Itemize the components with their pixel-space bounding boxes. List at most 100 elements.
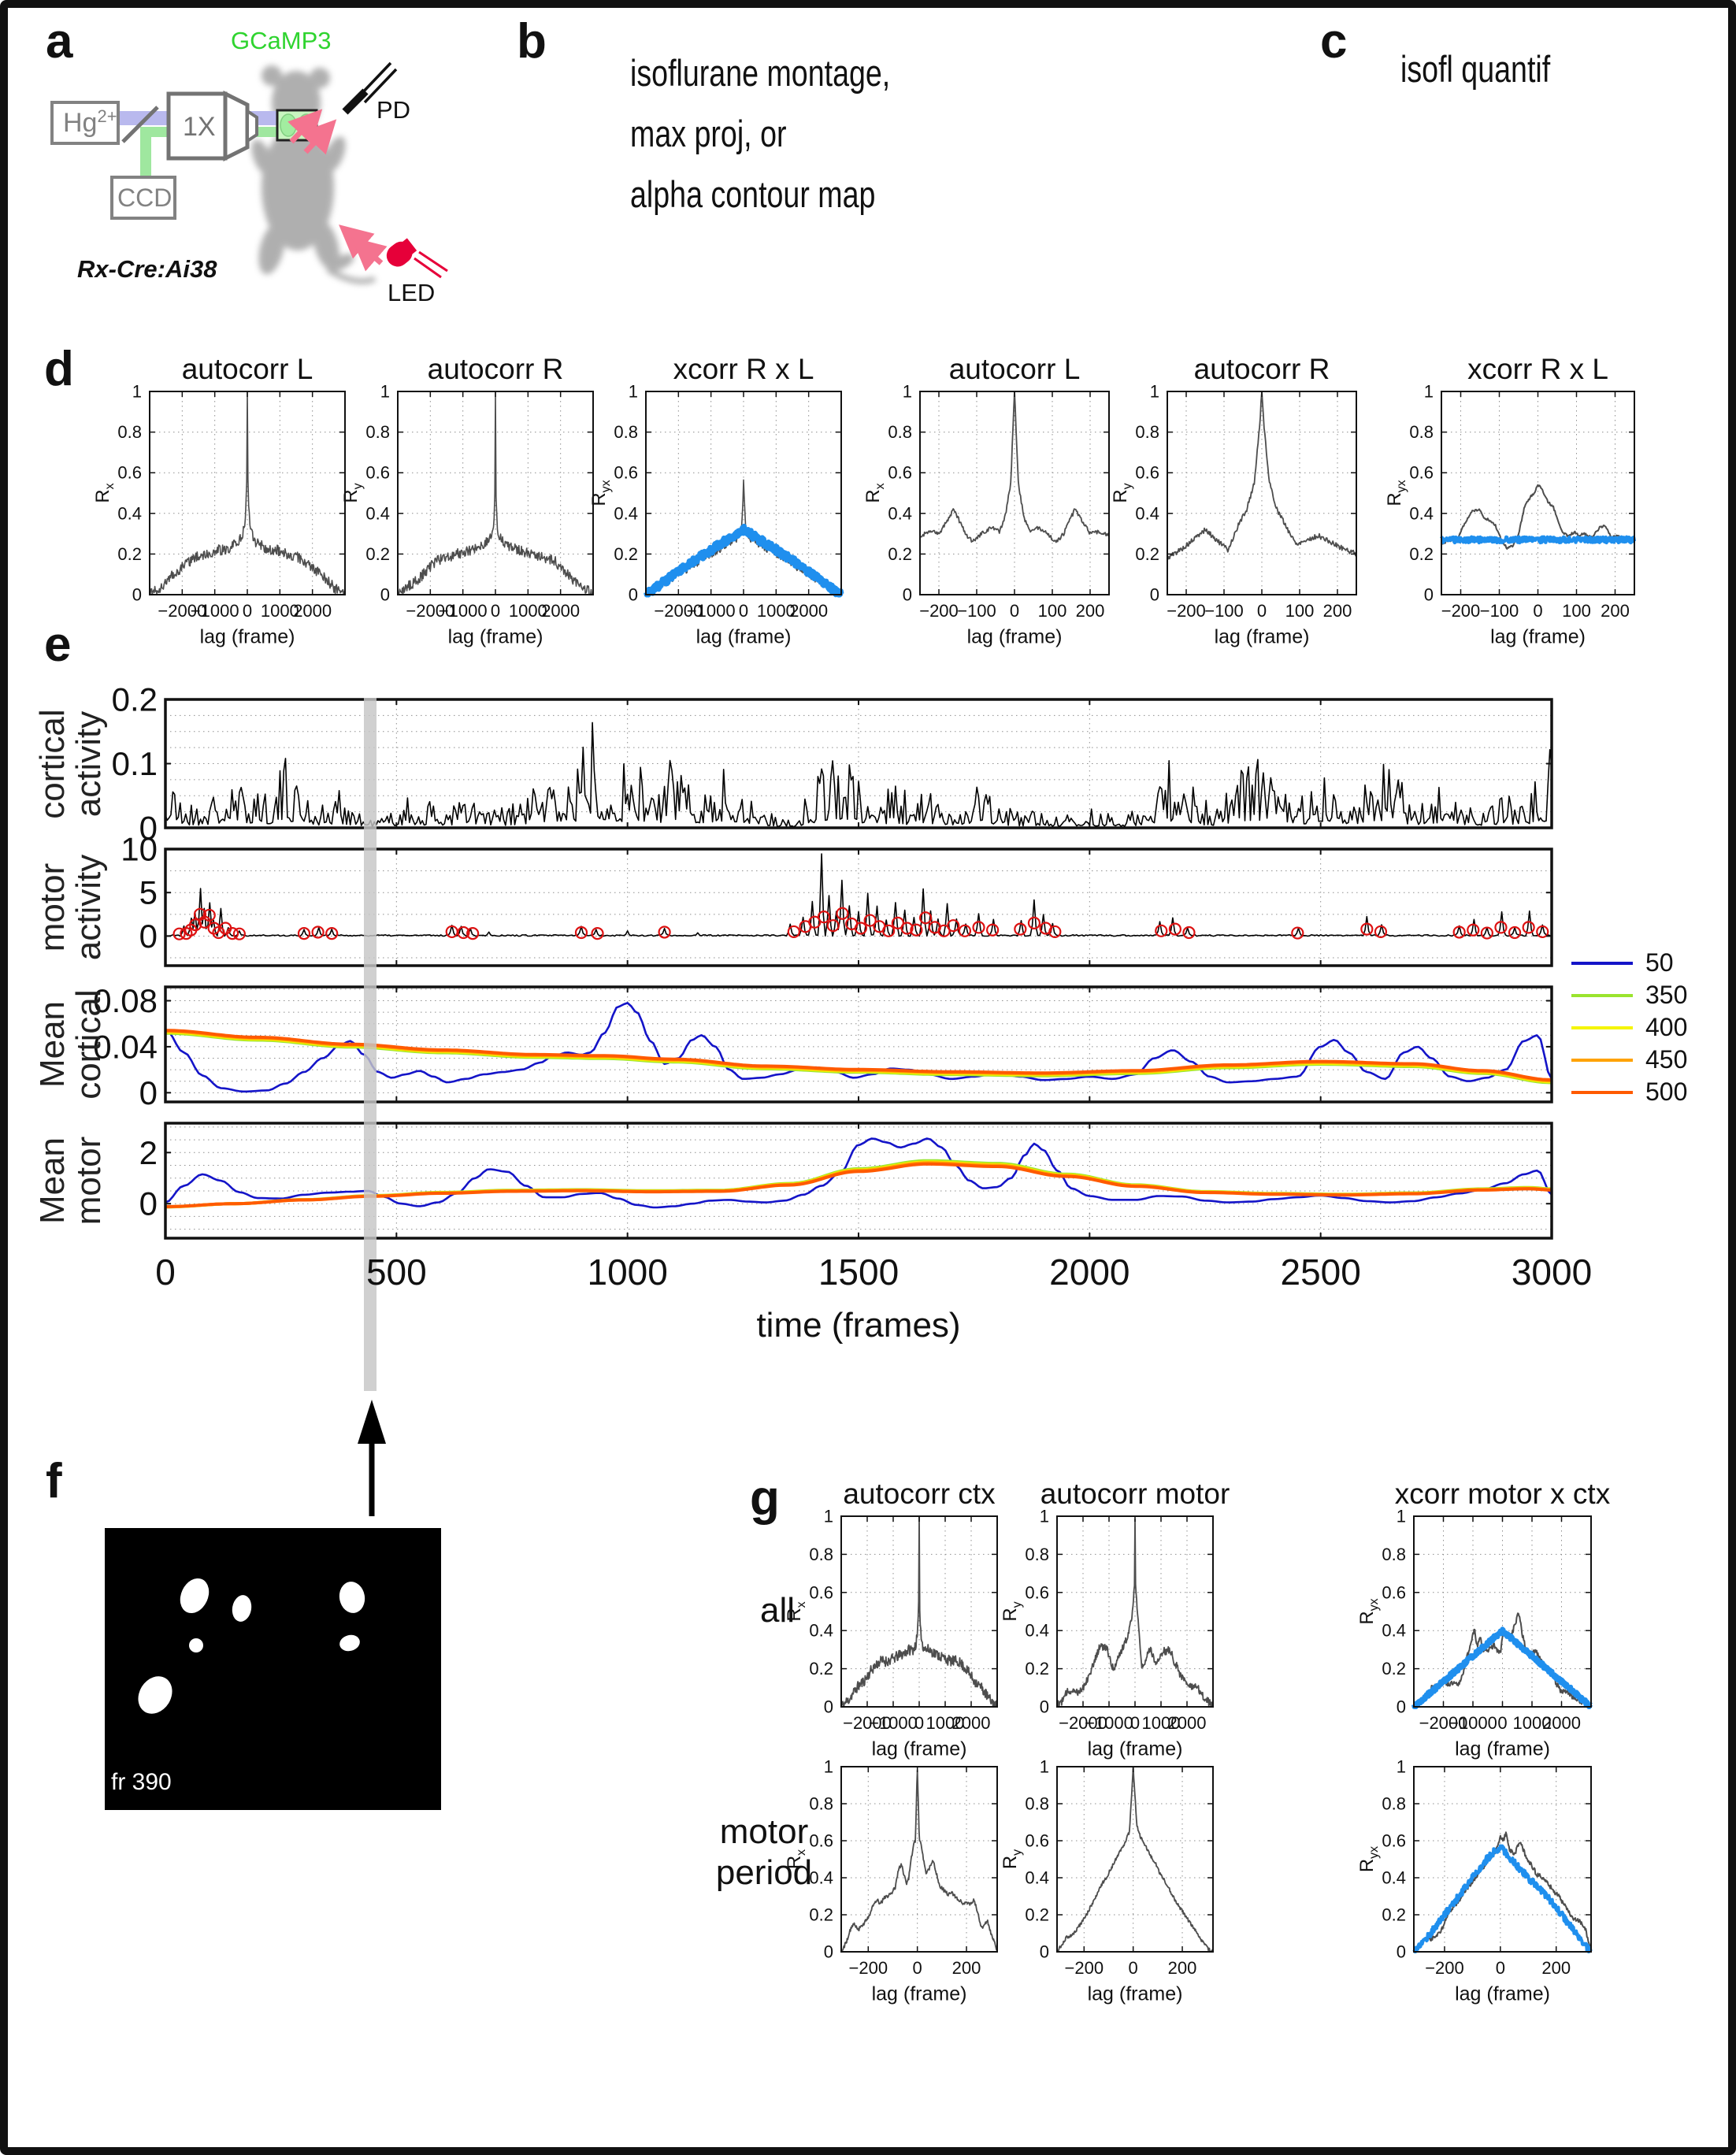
svg-text:0.4: 0.4 <box>365 503 390 523</box>
g-row-label-motor-period: motor period <box>715 1812 813 1892</box>
svg-text:100: 100 <box>1285 601 1315 621</box>
blob-6 <box>131 1670 180 1720</box>
microscope-schematic: Hg2+ 1X CCD PD LED Rx-Cre:Ai38 <box>50 61 448 306</box>
svg-text:lag (frame): lag (frame) <box>200 626 295 648</box>
svg-text:Ry: Ry <box>1110 483 1134 503</box>
svg-text:−200: −200 <box>1425 1958 1464 1978</box>
svg-text:0.2: 0.2 <box>117 544 142 564</box>
ccd-label: CCD <box>117 184 172 212</box>
panel-b-line-3: alpha contour map <box>630 173 876 215</box>
svg-text:0: 0 <box>132 585 142 605</box>
led-label: LED <box>388 279 435 306</box>
svg-text:1000: 1000 <box>926 1713 965 1733</box>
svg-text:1: 1 <box>629 382 638 402</box>
svg-text:Hg2+: Hg2+ <box>63 106 117 138</box>
gcamp3-label: GCaMP3 <box>231 27 332 54</box>
svg-text:1: 1 <box>1150 382 1159 402</box>
e-xaxis-label: time (frames) <box>756 1306 961 1345</box>
svg-text:200: 200 <box>1323 601 1352 621</box>
blob-2 <box>230 1593 254 1623</box>
objective-nose <box>223 90 250 162</box>
svg-text:0.6: 0.6 <box>1382 1831 1406 1851</box>
light-arrow-to-paw-2 <box>351 237 388 272</box>
svg-text:0.8: 0.8 <box>1382 1794 1406 1814</box>
svg-text:lag (frame): lag (frame) <box>1455 1983 1550 2005</box>
e-row-label-motor-activity: motor activity <box>33 854 108 961</box>
svg-text:10: 10 <box>121 831 158 868</box>
svg-text:0.8: 0.8 <box>1135 422 1159 442</box>
panel-c-label: c <box>1320 14 1348 69</box>
legend-label: 500 <box>1645 1078 1688 1106</box>
chart-g6: 0 0.2 0.4 0.6 0.8 1 −200 0 200 lag (frame) Ryx <box>1356 1757 1593 2005</box>
svg-text:0.6: 0.6 <box>1135 463 1159 483</box>
pd-label: PD <box>377 96 410 124</box>
svg-text:1000: 1000 <box>757 601 796 621</box>
panel-g-label: g <box>750 1471 780 1526</box>
svg-text:1: 1 <box>1424 382 1434 402</box>
legend-label: 400 <box>1645 1013 1688 1041</box>
svg-text:0.2: 0.2 <box>809 1659 833 1678</box>
svg-text:0: 0 <box>1397 1942 1406 1962</box>
svg-text:200: 200 <box>1601 601 1630 621</box>
blob-4 <box>336 1579 368 1615</box>
e-xtick-500: 500 <box>365 1252 427 1293</box>
svg-text:0.6: 0.6 <box>614 463 638 483</box>
frame-pointer-arrow <box>358 1400 386 1516</box>
svg-text:0.2: 0.2 <box>614 544 638 564</box>
svg-text:Rx: Rx <box>784 1849 808 1869</box>
svg-text:0.6: 0.6 <box>888 463 912 483</box>
frame-number-label: fr 390 <box>111 1769 172 1795</box>
svg-text:100: 100 <box>1038 601 1067 621</box>
chart-e4: 02 <box>139 1122 1553 1240</box>
svg-text:−2000: −2000 <box>1419 1713 1468 1733</box>
svg-text:lag (frame): lag (frame) <box>448 626 543 648</box>
svg-text:lag (frame): lag (frame) <box>1490 626 1586 648</box>
svg-text:2000: 2000 <box>952 1713 991 1733</box>
svg-text:1: 1 <box>380 382 390 402</box>
svg-text:Ryx: Ryx <box>1384 480 1408 506</box>
legend-item-50: 50 <box>1571 947 1687 979</box>
svg-text:xcorr R x L: xcorr R x L <box>1467 353 1608 385</box>
svg-text:xcorr R x L: xcorr R x L <box>673 353 814 385</box>
e-xtick-2500: 2500 <box>1280 1252 1361 1293</box>
chart-g4: 0 0.2 0.4 0.6 0.8 1 −200 0 200 lag (frame) Rx <box>784 1757 998 2005</box>
svg-text:lag (frame): lag (frame) <box>696 626 792 648</box>
lamp-label: Hg <box>63 108 97 138</box>
legend-line-swatch <box>1571 1058 1633 1062</box>
legend-line-swatch <box>1571 1026 1633 1029</box>
legend-item-350: 350 <box>1571 979 1687 1011</box>
svg-text:2000: 2000 <box>789 601 828 621</box>
svg-text:0: 0 <box>1130 1713 1140 1733</box>
panel-a-label: a <box>46 14 73 69</box>
svg-text:lag (frame): lag (frame) <box>967 626 1063 648</box>
svg-text:0.8: 0.8 <box>1409 422 1434 442</box>
svg-text:0: 0 <box>913 1958 922 1978</box>
svg-text:0.2: 0.2 <box>1409 544 1434 564</box>
svg-text:−2000: −2000 <box>1059 1713 1107 1733</box>
legend-item-400: 400 <box>1571 1011 1687 1044</box>
svg-text:0: 0 <box>629 585 638 605</box>
svg-text:−1000: −1000 <box>687 601 736 621</box>
svg-text:200: 200 <box>1541 1958 1571 1978</box>
svg-text:0.2: 0.2 <box>1025 1659 1049 1678</box>
svg-text:lag (frame): lag (frame) <box>1088 1738 1183 1760</box>
svg-text:1000: 1000 <box>261 601 299 621</box>
svg-text:0.6: 0.6 <box>809 1831 833 1851</box>
svg-text:0.4: 0.4 <box>809 1621 833 1641</box>
ccd-box <box>110 176 176 220</box>
e-xtick-3000: 3000 <box>1511 1252 1593 1293</box>
objective-label: 1X <box>183 112 216 142</box>
e-row-label-mean-motor: Mean motor <box>33 1136 108 1226</box>
legend-line-swatch <box>1571 993 1633 997</box>
svg-text:0.2: 0.2 <box>1025 1905 1049 1925</box>
svg-text:1: 1 <box>824 1507 833 1526</box>
panel-b-text: isoflurane montage, max proj, or alpha c… <box>630 43 890 224</box>
legend: 50 350 400 450 500 <box>1571 947 1687 1108</box>
svg-text:0.8: 0.8 <box>809 1545 833 1564</box>
svg-text:0.6: 0.6 <box>1382 1582 1406 1602</box>
svg-text:5: 5 <box>139 874 158 911</box>
light-arrow-to-pd-2 <box>302 119 337 155</box>
svg-text:xcorr motor x ctx: xcorr motor x ctx <box>1395 1478 1611 1510</box>
svg-text:0: 0 <box>1010 601 1019 621</box>
